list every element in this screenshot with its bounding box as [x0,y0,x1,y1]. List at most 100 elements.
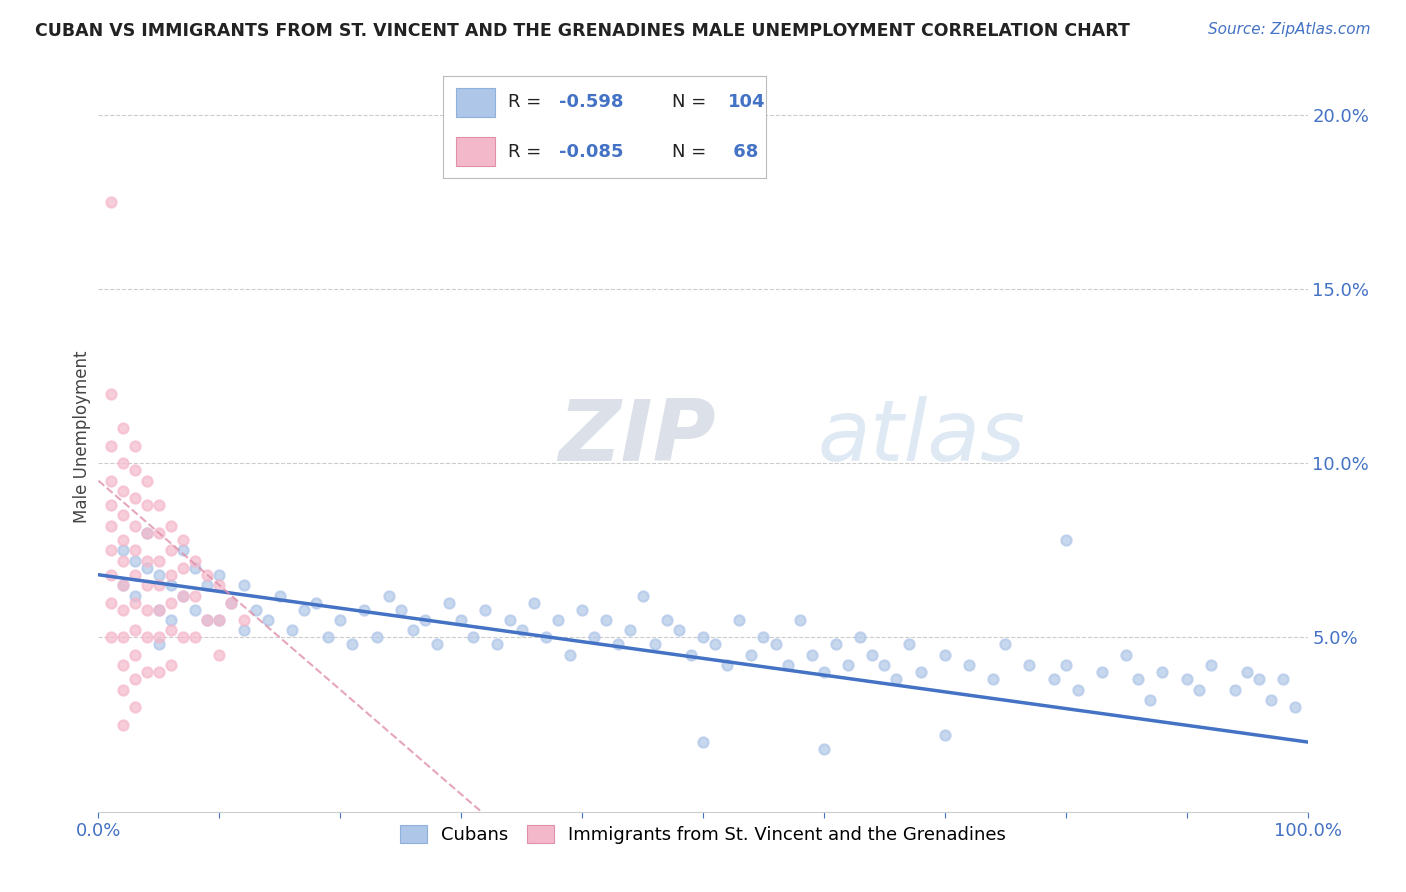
Point [124,567,146,582]
Text: Source: ZipAtlas.com: Source: ZipAtlas.com [1208,22,1371,37]
Point [245,602,267,616]
Point [172,561,194,575]
Point [111,543,134,558]
Point [124,700,146,714]
Point [148,498,170,512]
Point [135,665,157,680]
Point [124,596,146,610]
Point [124,439,146,453]
Point [148,637,170,651]
Text: atlas: atlas [818,395,1026,479]
Point [124,463,146,477]
Point [752,631,775,645]
Point [232,624,254,638]
Point [124,648,146,662]
Point [498,613,520,627]
Point [111,533,134,547]
Point [886,673,908,687]
Point [172,589,194,603]
Point [160,613,183,627]
Point [100,631,122,645]
Point [208,648,231,662]
Point [135,498,157,512]
Point [1054,658,1077,673]
Point [124,554,146,568]
Point [765,637,787,651]
Point [100,519,122,533]
Point [994,637,1017,651]
Point [776,658,799,673]
Point [111,658,134,673]
Point [160,578,183,592]
Point [1042,673,1064,687]
Point [366,631,388,645]
Point [160,658,183,673]
Point [111,508,134,523]
Point [1139,693,1161,707]
Bar [456,88,495,117]
Point [160,596,183,610]
Text: N =: N = [672,143,713,161]
Text: 68: 68 [727,143,759,161]
Point [100,386,122,401]
Point [316,631,339,645]
Point [981,673,1004,687]
Point [195,613,218,627]
Point [1272,673,1295,687]
Point [100,498,122,512]
Point [631,589,654,603]
Point [800,648,823,662]
Point [111,631,134,645]
Point [1249,673,1271,687]
Point [934,648,956,662]
Point [100,543,122,558]
Point [704,637,727,651]
Point [789,613,811,627]
Point [1236,665,1258,680]
Point [547,613,569,627]
Point [232,578,254,592]
Point [135,525,157,540]
Point [1175,673,1198,687]
Point [281,624,304,638]
Point [716,658,738,673]
Point [111,717,134,731]
Point [195,567,218,582]
Point [389,602,412,616]
Point [111,578,134,592]
Point [160,624,183,638]
Point [100,596,122,610]
Point [135,631,157,645]
Point [837,658,859,673]
Point [172,533,194,547]
Point [111,456,134,470]
Point [1188,682,1211,697]
Point [184,561,207,575]
Point [148,525,170,540]
Point [1223,682,1246,697]
Point [523,596,546,610]
Point [124,543,146,558]
Point [124,491,146,505]
Point [100,194,122,209]
Point [135,554,157,568]
Point [124,519,146,533]
Point [644,637,666,651]
Point [208,613,231,627]
Legend: Cubans, Immigrants from St. Vincent and the Grenadines: Cubans, Immigrants from St. Vincent and … [392,818,1014,851]
Point [111,554,134,568]
Point [583,631,606,645]
Point [510,624,533,638]
Point [377,589,399,603]
Point [124,589,146,603]
Point [353,602,375,616]
Point [160,567,183,582]
Point [813,742,835,756]
Point [172,631,194,645]
Point [269,589,291,603]
Point [692,735,714,749]
Text: CUBAN VS IMMIGRANTS FROM ST. VINCENT AND THE GRENADINES MALE UNEMPLOYMENT CORREL: CUBAN VS IMMIGRANTS FROM ST. VINCENT AND… [35,22,1130,40]
Point [256,613,278,627]
Point [292,602,315,616]
Point [124,624,146,638]
